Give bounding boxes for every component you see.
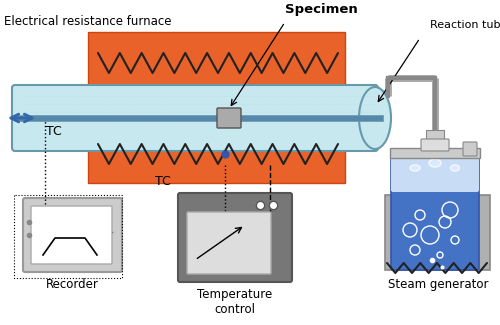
Text: TC: TC — [155, 175, 171, 188]
Ellipse shape — [359, 87, 391, 149]
FancyBboxPatch shape — [217, 108, 241, 128]
Text: Reaction tube: Reaction tube — [430, 20, 500, 30]
Bar — [385, 195, 490, 270]
Bar — [426, 130, 444, 150]
Bar — [15, 115, 383, 121]
Ellipse shape — [410, 165, 420, 171]
Text: Electrical resistance furnace: Electrical resistance furnace — [4, 15, 172, 28]
FancyBboxPatch shape — [31, 206, 112, 264]
FancyBboxPatch shape — [12, 85, 378, 151]
Bar — [390, 148, 480, 158]
FancyBboxPatch shape — [463, 142, 477, 156]
FancyBboxPatch shape — [391, 153, 479, 270]
Text: Temperature
control: Temperature control — [198, 288, 272, 316]
FancyBboxPatch shape — [391, 153, 479, 192]
Text: TC: TC — [46, 125, 62, 138]
FancyBboxPatch shape — [23, 198, 122, 272]
Bar — [88, 125, 345, 183]
FancyBboxPatch shape — [421, 139, 449, 151]
Ellipse shape — [450, 165, 460, 171]
Bar — [88, 32, 345, 95]
FancyBboxPatch shape — [178, 193, 292, 282]
Ellipse shape — [429, 159, 441, 167]
Text: Recorder: Recorder — [46, 278, 98, 291]
Text: Specimen: Specimen — [285, 3, 358, 16]
FancyBboxPatch shape — [187, 212, 271, 274]
Text: Steam generator: Steam generator — [388, 278, 488, 291]
